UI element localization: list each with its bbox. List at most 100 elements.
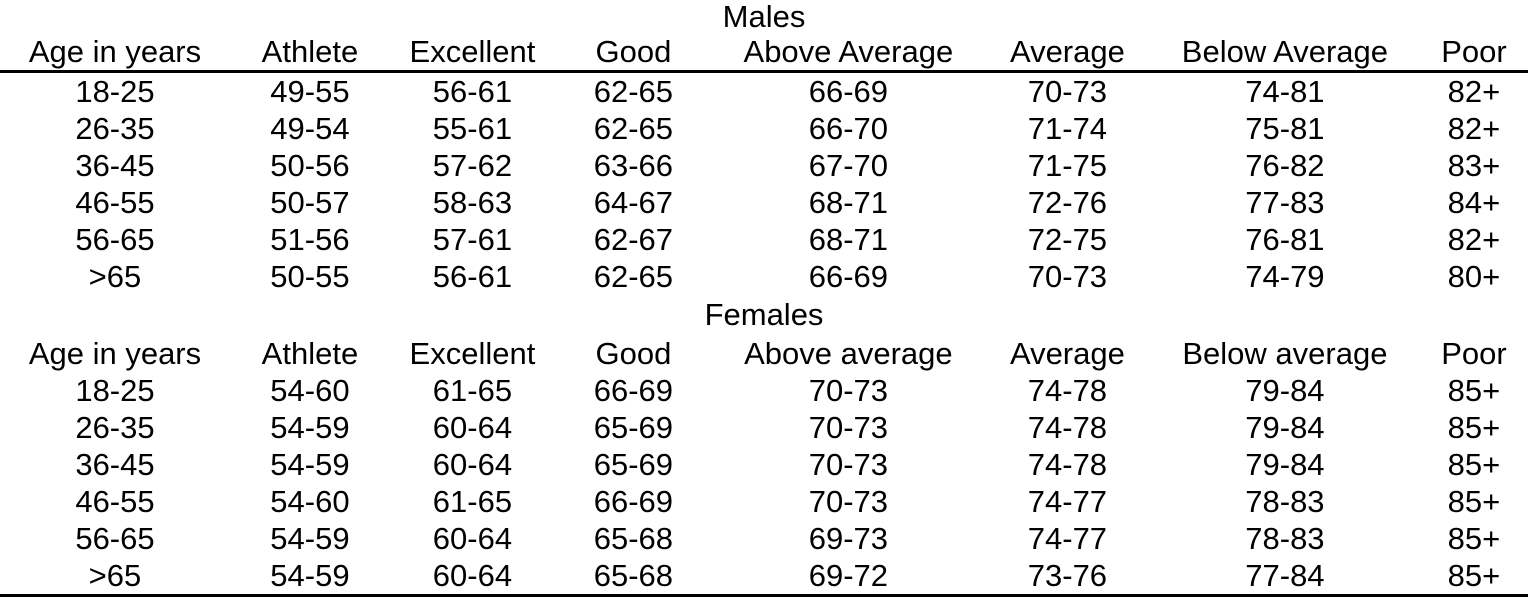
table-cell: 56-65: [75, 520, 155, 556]
table-cell: 70-73: [808, 446, 889, 482]
table-cell: 70-73: [808, 483, 889, 519]
females-table-body: 18-25 54-60 61-65 66-69 70-73 74-78 79-84 85+ 26…: [0, 372, 1528, 597]
males-section-title: Males: [722, 0, 806, 34]
males-table-body: 18-25 49-55 56-61 62-65 66-69 70-73 74-81 82+ 26…: [0, 72, 1528, 296]
column-header: Below Average: [1149, 33, 1420, 73]
table-cell: 46-55: [75, 483, 155, 519]
table-cell: 36-45: [75, 147, 155, 183]
table-cell: 50-55: [270, 258, 350, 294]
table-cell: 66-70: [808, 110, 889, 146]
table-cell: 85+: [1447, 409, 1501, 445]
females-header-row: Age in years Athlete Excellent Good Above av…: [0, 335, 1528, 372]
table-cell: 66-69: [593, 483, 674, 519]
table-cell: 71-74: [1027, 110, 1108, 146]
column-header: Athlete: [261, 335, 359, 371]
table-cell: 82+: [1447, 221, 1501, 257]
table-cell: >65: [0, 557, 230, 597]
table-cell: 66-69: [593, 372, 674, 408]
males-table: Age in years Athlete Excellent Good Above Av…: [0, 33, 1528, 295]
table-cell: 18-25: [75, 73, 155, 109]
table-row: 18-25 49-55 56-61 62-65 66-69 70-73 74-81 82+: [0, 72, 1528, 111]
table-cell: 76-82: [1245, 147, 1325, 183]
table-cell: 54-59: [270, 520, 350, 556]
table-cell: 64-67: [593, 184, 674, 220]
table-cell: 26-35: [75, 110, 155, 146]
table-cell: 74-77: [1027, 520, 1108, 556]
table-cell: 75-81: [1245, 110, 1325, 146]
table-cell: 62-65: [593, 110, 674, 146]
table-cell: 74-78: [1027, 372, 1108, 408]
table-row: 56-65 51-56 57-61 62-67 68-71 72-75 76-81 82+: [0, 221, 1528, 258]
table-cell: 85+: [1419, 557, 1528, 597]
females-section-title: Females: [704, 297, 824, 332]
column-header: Good: [595, 335, 672, 371]
table-cell: 63-66: [593, 147, 674, 183]
table-cell: 46-55: [75, 184, 155, 220]
column-header: Poor: [1441, 335, 1507, 371]
table-cell: 55-61: [432, 110, 513, 146]
table-cell: 77-83: [1245, 184, 1325, 220]
column-header: Excellent: [409, 335, 536, 371]
table-cell: 78-83: [1245, 483, 1325, 519]
table-cell: 56-61: [432, 258, 513, 294]
column-header: Average: [984, 33, 1150, 73]
table-cell: 49-54: [270, 110, 350, 146]
table-cell: 65-69: [593, 409, 674, 445]
table-cell: 72-75: [1027, 221, 1108, 257]
table-cell: 70-73: [1027, 73, 1108, 109]
table-cell: 65-68: [554, 557, 712, 597]
table-cell: 84+: [1447, 184, 1501, 220]
table-cell: 68-71: [808, 184, 889, 220]
table-row: 56-65 54-59 60-64 65-68 69-73 74-77 78-83 85+: [0, 520, 1528, 557]
table-cell: 82+: [1447, 110, 1501, 146]
table-cell: 56-65: [75, 221, 155, 257]
table-row: 26-35 49-54 55-61 62-65 66-70 71-74 75-81 82+: [0, 110, 1528, 147]
table-cell: 54-59: [270, 409, 350, 445]
males-header-row: Age in years Athlete Excellent Good Above Av…: [0, 33, 1528, 73]
table-cell: 79-84: [1245, 409, 1325, 445]
table-cell: 83+: [1447, 147, 1501, 183]
table-cell: 60-64: [432, 520, 513, 556]
table-cell: >65: [88, 258, 142, 294]
table-row: 46-55 54-60 61-65 66-69 70-73 74-77 78-83 85+: [0, 483, 1528, 520]
males-section: Males Age in years Athlete Excellent Good Ab…: [0, 1, 1528, 295]
table-cell: 61-65: [432, 372, 513, 408]
table-cell: 77-84: [1149, 557, 1420, 597]
table-cell: 36-45: [75, 446, 155, 482]
table-cell: 74-81: [1245, 73, 1325, 109]
table-cell: 66-69: [808, 73, 889, 109]
table-cell: 76-81: [1245, 221, 1325, 257]
column-header: Above average: [744, 335, 953, 371]
females-table: Age in years Athlete Excellent Good Above av…: [0, 335, 1528, 597]
table-cell: 68-71: [808, 221, 889, 257]
table-cell: 54-59: [270, 446, 350, 482]
column-header: Age in years: [0, 33, 230, 73]
table-cell: 49-55: [270, 73, 350, 109]
table-cell: 85+: [1447, 483, 1501, 519]
table-cell: 70-73: [1027, 258, 1108, 294]
table-cell: 56-61: [432, 73, 513, 109]
table-cell: 85+: [1447, 446, 1501, 482]
table-cell: 60-64: [432, 409, 513, 445]
table-cell: 71-75: [1027, 147, 1108, 183]
table-cell: 65-69: [593, 446, 674, 482]
column-header: Below average: [1182, 335, 1388, 371]
table-row: 36-45 50-56 57-62 63-66 67-70 71-75 76-82 83+: [0, 147, 1528, 184]
table-cell: 80+: [1447, 258, 1501, 294]
table-cell: 62-65: [593, 73, 674, 109]
table-cell: 85+: [1447, 520, 1501, 556]
table-cell: 79-84: [1245, 446, 1325, 482]
table-cell: 78-83: [1245, 520, 1325, 556]
column-header: Above Average: [711, 33, 985, 73]
table-row: >65 50-55 56-61 62-65 66-69 70-73 74-79 80+: [0, 258, 1528, 295]
table-cell: 54-60: [270, 483, 350, 519]
column-header: Average: [1009, 335, 1125, 371]
table-row: 26-35 54-59 60-64 65-69 70-73 74-78 79-84 85+: [0, 409, 1528, 446]
table-cell: 67-70: [808, 147, 889, 183]
table-cell: 26-35: [75, 409, 155, 445]
table-cell: 65-68: [593, 520, 674, 556]
table-cell: 74-79: [1245, 258, 1325, 294]
table-cell: 58-63: [432, 184, 513, 220]
females-section: Females Age in years Athlete Excellent Good…: [0, 295, 1528, 597]
